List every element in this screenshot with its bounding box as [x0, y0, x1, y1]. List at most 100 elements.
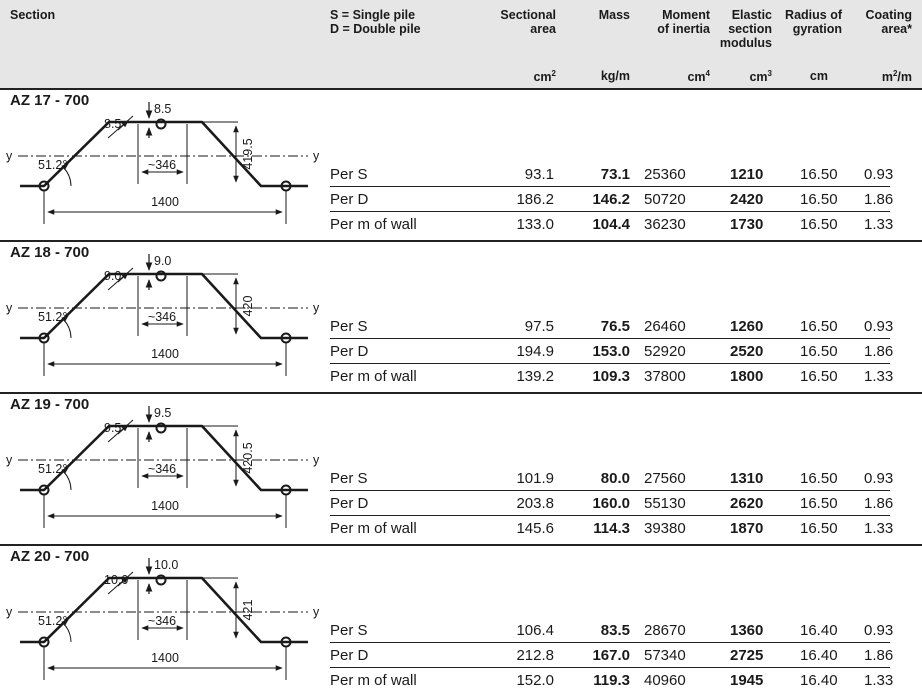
cell-area: 152.0	[516, 672, 554, 689]
cell-coating: 0.93	[864, 470, 894, 487]
axis-label-left: y	[6, 301, 13, 315]
axis-label-right: y	[313, 605, 320, 619]
table-row: Per m of wall 145.6 114.3 39380 1870 16.50 1.3…	[330, 516, 922, 541]
web-thickness-arrow	[117, 272, 129, 283]
cell-coating: 1.86	[864, 647, 894, 664]
cell-inertia: 52920	[644, 343, 686, 360]
cell-inertia: 26460	[644, 318, 686, 335]
cell-label: Per D	[330, 495, 369, 512]
cell-modulus: 1945	[730, 672, 764, 689]
interlock-icon	[155, 422, 167, 434]
cell-area: 212.8	[516, 647, 554, 664]
row-divider	[330, 338, 890, 339]
cell-mass: 109.3	[592, 368, 630, 385]
cell-coating: 1.86	[864, 343, 894, 360]
sheet-pile-profile-drawing: y y 9.5 9.5 ~346 420.5 51.2° 1400	[6, 406, 320, 528]
width-label: 1400	[151, 195, 179, 209]
table-row: Per D 186.2 146.2 50720 2420 16.50 1.86	[330, 187, 922, 212]
row-divider	[330, 211, 890, 212]
cell-coating: 1.33	[864, 216, 894, 233]
angle-arrow	[57, 619, 69, 629]
cell-gyration: 16.50	[800, 495, 838, 512]
cell-mass: 76.5	[600, 318, 630, 335]
thickness-web-label: 10.0	[104, 573, 128, 587]
header-pile-def: S = Single pile D = Double pile	[330, 8, 421, 36]
height-label: 421	[241, 600, 255, 621]
cell-modulus: 1210	[730, 166, 764, 183]
cell-coating: 0.93	[864, 622, 894, 639]
interlock-icon	[155, 118, 167, 130]
cell-coating: 1.33	[864, 368, 894, 385]
cell-modulus: 1360	[730, 622, 764, 639]
cell-label: Per m of wall	[330, 368, 417, 385]
cell-gyration: 16.40	[800, 672, 838, 689]
cell-coating: 1.33	[864, 520, 894, 537]
section-divider	[0, 544, 922, 546]
row-divider	[330, 642, 890, 643]
cell-gyration: 16.40	[800, 647, 838, 664]
angle-arrow	[57, 163, 69, 173]
cell-mass: 119.3	[593, 672, 630, 689]
profile-outline	[20, 576, 308, 644]
cell-coating: 0.93	[864, 318, 894, 335]
angle-label: 51.2°	[38, 462, 67, 476]
cell-area: 186.2	[516, 191, 554, 208]
table-row: Per S 101.9 80.0 27560 1310 16.50 0.93	[330, 466, 922, 491]
cell-inertia: 57340	[644, 647, 686, 664]
height-label: 420.5	[241, 442, 255, 473]
table-header: Section S = Single pile D = Double pile …	[0, 0, 922, 88]
cell-mass: 104.4	[592, 216, 630, 233]
sheet-pile-profile-drawing: y y 10.0 10.0 ~346 421 51.2° 1400	[6, 558, 320, 680]
unit-moment: cm4	[687, 69, 710, 85]
cell-mass: 80.0	[600, 470, 630, 487]
cell-modulus: 2620	[730, 495, 764, 512]
cell-area: 97.5	[524, 318, 554, 335]
table-row: Per S 97.5 76.5 26460 1260 16.50 0.93	[330, 314, 922, 339]
cell-mass: 83.5	[600, 622, 630, 639]
width-label: 1400	[151, 651, 179, 665]
header-divider	[0, 88, 922, 90]
cell-modulus: 1310	[730, 470, 764, 487]
cell-mass: 160.0	[592, 495, 630, 512]
cell-gyration: 16.50	[800, 191, 838, 208]
thickness-web-label: 8.5	[104, 117, 121, 131]
unit-mass: kg/m	[600, 69, 630, 83]
thickness-top-label: 10.0	[154, 558, 178, 572]
cell-gyration: 16.50	[800, 520, 838, 537]
flange-width-label: ~346	[148, 310, 176, 324]
thickness-web-label: 9.0	[104, 269, 121, 283]
cell-label: Per D	[330, 343, 369, 360]
cell-label: Per m of wall	[330, 216, 417, 233]
cell-gyration: 16.50	[800, 166, 838, 183]
axis-label-left: y	[6, 149, 13, 163]
profile-outline	[20, 272, 308, 340]
height-label: 420	[241, 296, 255, 317]
table-row: Per D 212.8 167.0 57340 2725 16.40 1.86	[330, 643, 922, 668]
section-title: AZ 19 - 700	[10, 396, 90, 413]
row-divider	[330, 667, 890, 668]
section-block: AZ 17 - 700 y y 8.5 8.5 ~346 419.5 51.2° 1400 Per…	[0, 90, 922, 242]
web-thickness-arrow	[117, 120, 129, 131]
section-title: AZ 20 - 700	[10, 548, 90, 565]
cell-modulus: 2420	[730, 191, 764, 208]
flange-width-label: ~346	[148, 158, 176, 172]
cell-label: Per S	[330, 622, 368, 639]
cell-inertia: 37800	[644, 368, 686, 385]
cell-gyration: 16.50	[800, 318, 838, 335]
cell-gyration: 16.50	[800, 343, 838, 360]
width-label: 1400	[151, 347, 179, 361]
cell-inertia: 39380	[644, 520, 686, 537]
row-divider	[330, 515, 890, 516]
cell-label: Per S	[330, 318, 368, 335]
unit-coating: m2/m	[881, 69, 912, 85]
axis-label-right: y	[313, 149, 320, 163]
cell-modulus: 1800	[730, 368, 764, 385]
cell-modulus: 2725	[730, 647, 764, 664]
cell-inertia: 55130	[644, 495, 686, 512]
angle-arrow	[57, 315, 69, 325]
cell-modulus: 2520	[730, 343, 764, 360]
web-thickness-leader	[107, 571, 134, 595]
cell-label: Per D	[330, 647, 369, 664]
cell-mass: 114.3	[593, 520, 630, 537]
